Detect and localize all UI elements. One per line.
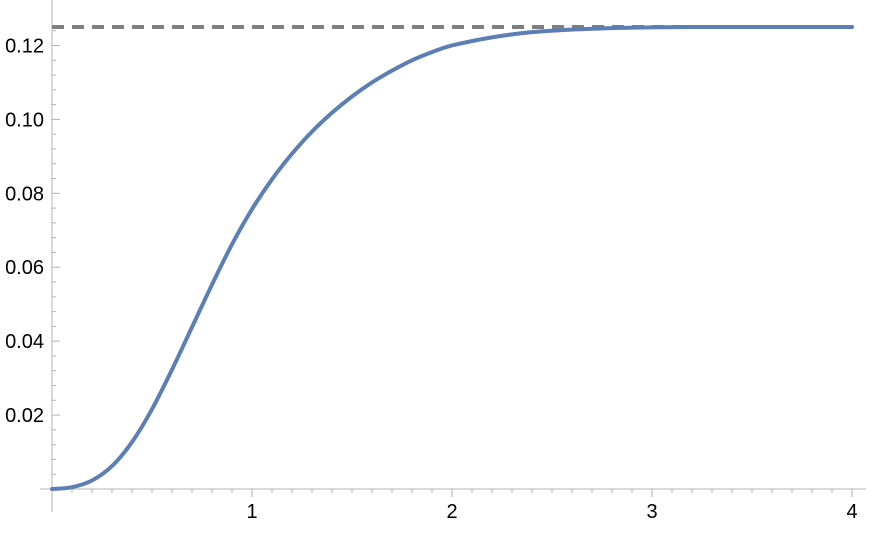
series-curve	[50, 24, 854, 491]
y-tick-label: 0.10	[5, 109, 44, 131]
y-tick-label: 0.02	[5, 405, 44, 427]
axes-group	[40, 0, 866, 512]
y-tick-label: 0.04	[5, 331, 44, 353]
tick-labels-group: 1 2 3 4 0.02 0.04 0.06 0.08 0.10 0.12	[5, 35, 858, 523]
x-tick-label: 2	[446, 501, 457, 523]
series-group	[50, 24, 854, 491]
x-tick-label: 1	[246, 501, 257, 523]
y-tick-label: 0.12	[5, 35, 44, 57]
y-tick-label: 0.08	[5, 183, 44, 205]
x-tick-label: 3	[646, 501, 657, 523]
x-tick-label: 4	[846, 501, 857, 523]
y-tick-label: 0.06	[5, 257, 44, 279]
